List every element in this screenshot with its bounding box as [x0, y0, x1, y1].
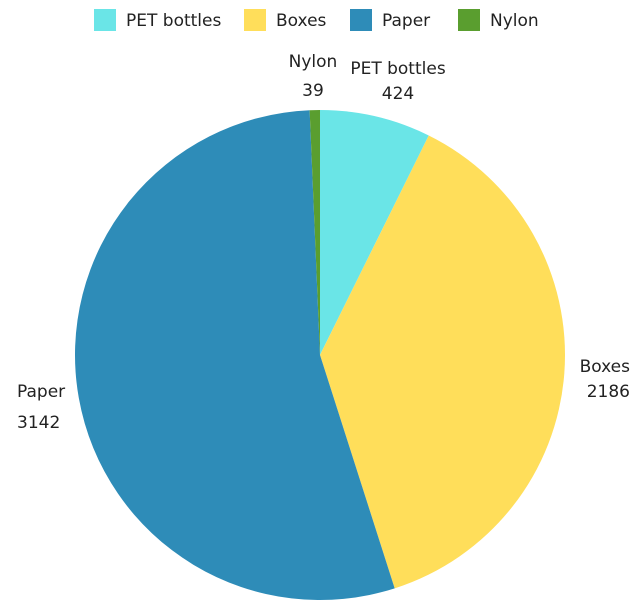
data-label-name-paper: Paper [17, 382, 65, 402]
slice-paper[interactable] [75, 110, 395, 601]
legend-swatch-pet-bottles[interactable] [94, 9, 116, 31]
data-label-value-paper: 3142 [17, 413, 60, 433]
data-label-name-nylon: Nylon [289, 52, 338, 72]
legend-label-pet-bottles[interactable]: PET bottles [126, 11, 221, 31]
legend-label-boxes[interactable]: Boxes [276, 11, 327, 31]
data-labels: PET bottles 424 Boxes 2186 Paper 3142 Nylon 39 [17, 52, 630, 433]
pie-slices [75, 110, 565, 601]
legend-swatch-paper[interactable] [350, 9, 372, 31]
legend: PET bottles Boxes Paper Nylon [94, 9, 539, 31]
legend-swatch-boxes[interactable] [244, 9, 266, 31]
data-label-value-pet-bottles: 424 [382, 84, 414, 104]
data-label-name-boxes: Boxes [580, 357, 631, 377]
data-label-value-nylon: 39 [302, 81, 324, 101]
data-label-name-pet-bottles: PET bottles [350, 59, 445, 79]
slice-boxes[interactable] [320, 135, 565, 589]
data-label-value-boxes: 2186 [587, 382, 630, 402]
legend-label-paper[interactable]: Paper [382, 11, 430, 31]
legend-label-nylon[interactable]: Nylon [490, 11, 539, 31]
slice-nylon[interactable] [309, 110, 320, 355]
slice-pet-bottles[interactable] [320, 110, 429, 355]
legend-swatch-nylon[interactable] [458, 9, 480, 31]
